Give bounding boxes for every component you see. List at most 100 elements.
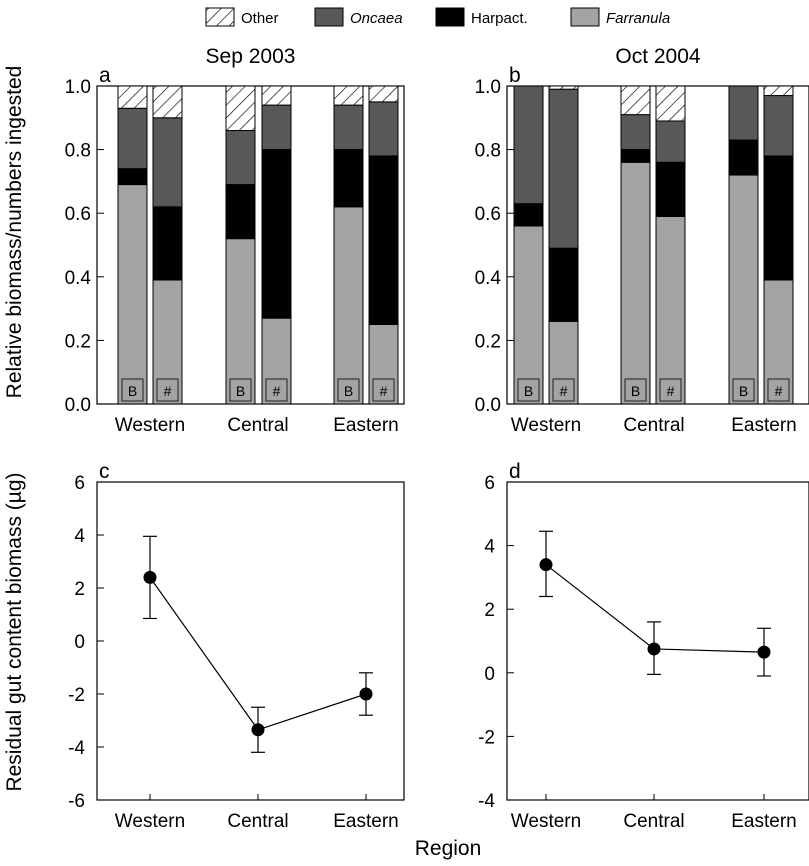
- bar-label-box: [156, 378, 179, 402]
- y-axis-label-bottom: Residual gut content biomass (µg): [3, 472, 26, 791]
- bar-segment-eastern-b-other: [333, 85, 364, 106]
- data-point-western: [143, 570, 157, 584]
- bar-label-box: [732, 378, 755, 402]
- plot-frame: [506, 481, 809, 801]
- panel-title: Sep 2003: [206, 45, 296, 68]
- bar-segment-eastern-n-farranula: [763, 279, 794, 405]
- y-tick-label-3: 2: [484, 600, 495, 621]
- bar-label: #: [380, 383, 388, 399]
- y-tick-label-4: 2: [74, 579, 85, 600]
- legend-swatch-farranula: [570, 7, 600, 27]
- x-tick-label-western: Western: [511, 415, 581, 436]
- y-tick-label-2: 0.4: [65, 268, 92, 289]
- bar-label: B: [631, 383, 640, 399]
- bar-segment-eastern-n-oncaea: [763, 95, 794, 157]
- x-tick-label-central: Central: [623, 415, 684, 436]
- legend-swatch-harpact: [435, 7, 465, 27]
- y-tick-label-4: 0.8: [65, 141, 91, 162]
- series-line: [545, 564, 765, 653]
- x-tick-label-western: Western: [511, 811, 581, 832]
- legend-label-oncaea: Oncaea: [350, 10, 403, 27]
- bar-segment-central-n-oncaea: [261, 104, 292, 151]
- bar-segment-eastern-n-oncaea: [368, 101, 399, 157]
- legend-label-farranula: Farranula: [606, 10, 670, 27]
- bar-segment-western-b-harpact: [117, 168, 148, 186]
- bar-label: #: [775, 383, 783, 399]
- panel-b: 0.0 0.2 0.4 0.6 0.8 1.0 B # B # B # Western Central Ea…: [475, 45, 809, 436]
- bar-label-box: [265, 378, 288, 402]
- y-tick-label-1: 0.2: [475, 331, 501, 352]
- y-tick-label-6: 6: [74, 473, 85, 494]
- bar-label: #: [273, 383, 281, 399]
- y-tick-label-5: 1.0: [475, 77, 501, 98]
- bar-segment-western-b-harpact: [513, 203, 544, 227]
- data-point-central: [251, 723, 265, 737]
- bar-segment-western-b-oncaea: [117, 107, 148, 170]
- bar-label-box: [337, 378, 360, 402]
- bar-label-box: [659, 378, 682, 402]
- panel-letter: c: [99, 460, 110, 483]
- legend: Other Oncaea Harpact. Farranula: [205, 7, 670, 27]
- bar-label-box: [624, 378, 647, 402]
- bar-label-box: [121, 378, 144, 402]
- y-tick-label-3: 0: [74, 632, 85, 653]
- y-tick-label-2: -2: [68, 685, 85, 706]
- bar-segment-central-n-oncaea: [655, 120, 686, 163]
- bar-segment-central-b-farranula: [225, 238, 256, 405]
- bar-segment-central-n-other: [655, 85, 686, 122]
- bar-segment-western-n-harpact: [152, 206, 183, 281]
- bar-segment-western-n-oncaea: [152, 117, 183, 208]
- y-tick-label-0: -4: [478, 791, 495, 812]
- panel-title: Oct 2004: [615, 45, 701, 68]
- bar-segment-western-n-other: [548, 85, 579, 90]
- bar-segment-central-n-harpact: [655, 161, 686, 217]
- bar-label: B: [524, 383, 533, 399]
- bar-label-box: [517, 378, 540, 402]
- x-tick-label-western: Western: [115, 415, 185, 436]
- y-tick-label-5: 4: [74, 526, 85, 547]
- bar-segment-eastern-b-harpact: [333, 149, 364, 208]
- bar-segment-eastern-b-harpact: [728, 139, 759, 176]
- legend-swatch-other: [205, 7, 235, 27]
- legend-swatch-oncaea: [314, 7, 344, 27]
- y-tick-label-0: -6: [68, 791, 85, 812]
- bar-segment-central-n-other: [261, 85, 292, 106]
- bar-segment-central-b-other: [225, 85, 256, 132]
- bar-segment-central-n-harpact: [261, 149, 292, 319]
- bar-segment-western-b-oncaea: [513, 85, 544, 205]
- y-tick-label-1: -4: [68, 738, 85, 759]
- panel-c: -6 -4 -2 0 2 4 6 Western Central Eastern c: [68, 460, 405, 832]
- y-axis-label-top: Relative biomass/numbers ingested: [3, 66, 26, 399]
- panel-a: 0.0 0.2 0.4 0.6 0.8 1.0 B # B # B # Western Central Ea…: [65, 45, 405, 436]
- bar-segment-central-b-oncaea: [225, 130, 256, 186]
- x-tick-label-central: Central: [227, 811, 288, 832]
- bar-label-box: [552, 378, 575, 402]
- bar-segment-eastern-n-farranula: [368, 324, 399, 405]
- data-point-western: [539, 558, 553, 572]
- y-tick-label-0: 0.0: [65, 395, 91, 416]
- bar-segment-eastern-b-farranula: [728, 174, 759, 405]
- x-axis-label-shared: Region: [415, 837, 482, 860]
- bar-segment-central-n-farranula: [655, 215, 686, 405]
- data-point-eastern: [757, 645, 771, 659]
- x-tick-label-eastern: Eastern: [333, 415, 398, 436]
- bar-segment-western-n-oncaea: [548, 88, 579, 249]
- y-tick-label-3: 0.6: [65, 204, 91, 225]
- bar-segment-eastern-b-oncaea: [333, 104, 364, 151]
- legend-label-other: Other: [241, 10, 279, 27]
- bar-label: #: [164, 383, 172, 399]
- plot-frame: [96, 481, 405, 801]
- y-tick-label-2: 0.4: [475, 268, 502, 289]
- x-tick-label-central: Central: [623, 811, 684, 832]
- panel-d: -4 -2 0 2 4 6 Western Central Eastern d: [478, 460, 809, 832]
- bar-label: #: [667, 383, 675, 399]
- y-tick-label-5: 6: [484, 473, 495, 494]
- bar-segment-western-b-other: [117, 85, 148, 109]
- bar-label: B: [344, 383, 353, 399]
- data-point-central: [647, 642, 661, 656]
- bar-segment-western-b-farranula: [513, 225, 544, 405]
- bar-segment-eastern-n-other: [763, 85, 794, 97]
- bar-segment-central-n-farranula: [261, 317, 292, 405]
- bar-segment-eastern-n-harpact: [368, 155, 399, 325]
